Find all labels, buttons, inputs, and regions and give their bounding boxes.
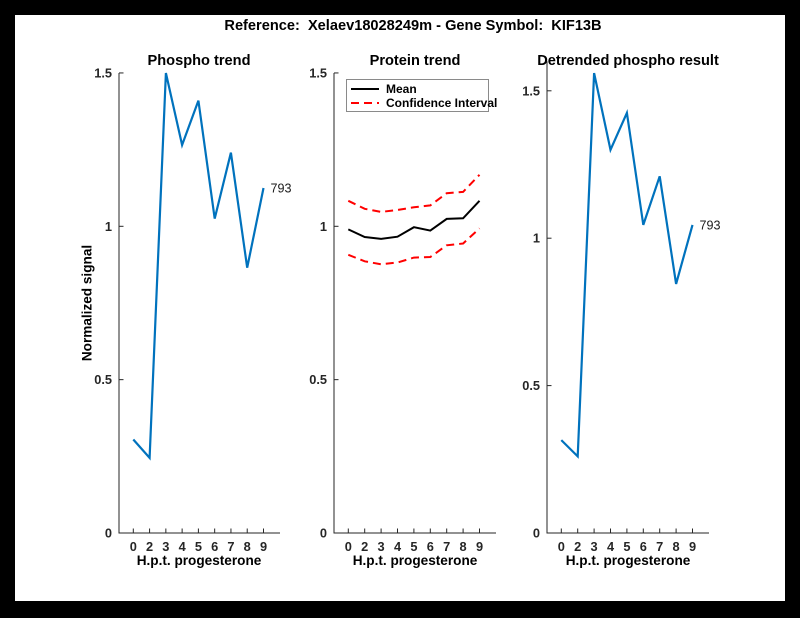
- x-tick-label: 3: [591, 539, 598, 554]
- x-tick-label: 3: [378, 539, 385, 554]
- x-tick-label: 2: [146, 539, 153, 554]
- x-tick-label: 8: [244, 539, 251, 554]
- y-tick-label: 0: [320, 526, 327, 541]
- x-tick-label: 3: [162, 539, 169, 554]
- x-tick-label: 7: [227, 539, 234, 554]
- subplot3-title: Detrended phospho result: [537, 53, 719, 69]
- x-tick-label: 6: [427, 539, 434, 554]
- y-tick-label: 0: [105, 526, 112, 541]
- y-tick-label: 1.5: [94, 65, 112, 80]
- legend-row-mean: Mean: [347, 82, 488, 96]
- x-tick-label: 0: [558, 539, 565, 554]
- legend-label-mean: Mean: [386, 82, 417, 96]
- x-tick-label: 4: [607, 539, 615, 554]
- axes-spines: [333, 73, 496, 534]
- y-tick-label: 1: [320, 219, 327, 234]
- subplot3-x-axis-label: H.p.t. progesterone: [565, 553, 691, 568]
- subplot2-x-axis-label: H.p.t. progesterone: [352, 553, 478, 568]
- series-mean: [347, 200, 481, 240]
- y-tick-label: 1.5: [522, 83, 540, 98]
- axes-spines: [546, 61, 709, 534]
- x-tick-label: 7: [656, 539, 663, 554]
- end-point-label: 793: [271, 181, 292, 195]
- series-detrended-phospho: [560, 72, 694, 459]
- y-tick-label: 1: [105, 219, 112, 234]
- end-point-label: 793: [700, 218, 721, 232]
- legend-label-confidence-interval: Confidence Interval: [386, 96, 498, 110]
- x-tick-label: 2: [361, 539, 368, 554]
- x-tick-label: 2: [574, 539, 581, 554]
- series-phospho-signal: [132, 72, 265, 461]
- axes-spines: [118, 73, 280, 534]
- y-tick-label: 0.5: [522, 378, 540, 393]
- subplot1-x-axis-label: H.p.t. progesterone: [136, 553, 262, 568]
- y-tick-label: 1: [533, 231, 540, 246]
- x-tick-label: 7: [443, 539, 450, 554]
- x-tick-label: 9: [689, 539, 696, 554]
- legend: Mean Confidence Interval: [346, 79, 497, 112]
- x-tick-label: 9: [476, 539, 483, 554]
- y-tick-label: 0: [533, 526, 540, 541]
- x-tick-label: 5: [195, 539, 202, 554]
- subplot1-title: Phospho trend: [147, 53, 251, 69]
- x-tick-label: 6: [211, 539, 218, 554]
- y-tick-label: 0.5: [94, 372, 112, 387]
- y-tick-label: 0.5: [309, 372, 327, 387]
- x-tick-label: 4: [179, 539, 187, 554]
- x-tick-label: 5: [623, 539, 630, 554]
- x-tick-label: 0: [130, 539, 137, 554]
- series-ci-lower: [347, 227, 481, 266]
- x-tick-label: 6: [640, 539, 647, 554]
- x-tick-label: 4: [394, 539, 402, 554]
- figure-title: Reference: Xelaev18028249m - Gene Symbol…: [224, 18, 602, 34]
- x-tick-label: 0: [345, 539, 352, 554]
- series-ci-upper: [347, 174, 481, 213]
- x-tick-label: 8: [673, 539, 680, 554]
- y-tick-label: 1.5: [309, 65, 327, 80]
- x-tick-label: 5: [410, 539, 417, 554]
- legend-row-confidence-interval: Confidence Interval: [347, 96, 497, 110]
- x-tick-label: 8: [460, 539, 467, 554]
- legend-mean-line-sample: [351, 88, 379, 90]
- x-tick-label: 9: [260, 539, 267, 554]
- legend-ci-line-sample: [351, 102, 379, 104]
- figure-canvas: [15, 15, 785, 601]
- subplot2-title: Protein trend: [369, 53, 461, 69]
